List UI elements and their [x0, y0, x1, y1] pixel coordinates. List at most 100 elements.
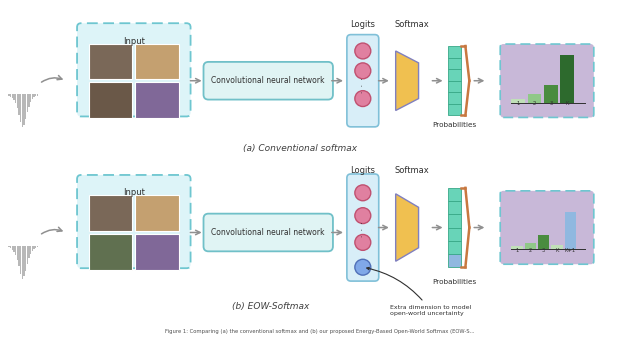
Circle shape — [355, 208, 371, 224]
Text: 1: 1 — [515, 248, 518, 253]
Bar — [135, 195, 179, 231]
Bar — [33, 246, 35, 249]
Text: (b) EOW-Softmax: (b) EOW-Softmax — [232, 302, 309, 311]
Text: K: K — [556, 248, 559, 253]
FancyBboxPatch shape — [77, 23, 191, 116]
Bar — [36, 246, 38, 247]
FancyBboxPatch shape — [500, 191, 594, 264]
Bar — [13, 246, 15, 252]
Bar — [27, 94, 28, 112]
Bar — [448, 241, 461, 254]
FancyBboxPatch shape — [347, 174, 379, 281]
FancyBboxPatch shape — [77, 175, 191, 268]
Bar — [36, 94, 38, 95]
Bar — [35, 246, 36, 248]
Circle shape — [355, 43, 371, 59]
FancyBboxPatch shape — [204, 62, 333, 100]
Bar — [448, 188, 461, 201]
Bar — [33, 94, 35, 97]
Text: Input: Input — [123, 188, 145, 197]
Bar — [25, 246, 26, 271]
Bar — [12, 246, 13, 250]
Circle shape — [355, 235, 371, 250]
Bar — [22, 94, 23, 127]
Bar — [23, 246, 25, 277]
Bar — [448, 214, 461, 227]
Text: ·  ·  ·: · · · — [360, 221, 366, 237]
Text: Probabilities: Probabilities — [432, 279, 477, 285]
Bar — [23, 94, 25, 125]
Bar — [27, 246, 28, 264]
Bar — [448, 227, 461, 241]
Bar — [448, 254, 461, 267]
FancyBboxPatch shape — [204, 214, 333, 251]
Text: K: K — [566, 101, 569, 106]
Bar — [17, 246, 18, 260]
Text: Input: Input — [123, 36, 145, 46]
Bar — [511, 247, 522, 249]
Bar — [8, 94, 10, 95]
Text: K+1: K+1 — [565, 248, 576, 253]
Bar — [17, 94, 18, 108]
Bar — [28, 246, 29, 258]
Bar — [30, 94, 31, 102]
Text: Convolutional neural network: Convolutional neural network — [211, 228, 325, 237]
Bar — [20, 94, 21, 122]
Bar — [564, 212, 576, 249]
Bar — [88, 195, 132, 231]
Bar — [551, 246, 563, 249]
Bar — [88, 82, 132, 118]
Text: Probabilities: Probabilities — [432, 122, 477, 129]
Bar — [135, 234, 179, 270]
Bar — [448, 201, 461, 214]
Text: Softmax: Softmax — [394, 166, 429, 176]
Bar — [448, 104, 461, 116]
Bar — [511, 99, 525, 103]
Bar — [448, 46, 461, 58]
Circle shape — [355, 259, 371, 275]
Bar — [28, 94, 29, 107]
Bar — [35, 94, 36, 96]
Bar — [448, 58, 461, 69]
Bar — [88, 234, 132, 270]
Bar — [525, 243, 536, 249]
Polygon shape — [396, 194, 419, 261]
Bar — [15, 94, 17, 103]
Text: (a) Conventional softmax: (a) Conventional softmax — [243, 144, 357, 153]
Bar — [448, 81, 461, 92]
Bar — [560, 56, 574, 103]
Bar — [31, 246, 33, 251]
Text: 3: 3 — [542, 248, 545, 253]
Text: 2: 2 — [529, 248, 532, 253]
Bar — [31, 94, 33, 99]
Bar — [10, 94, 12, 97]
Bar — [448, 69, 461, 81]
Bar — [8, 246, 10, 247]
Text: Softmax: Softmax — [394, 20, 429, 29]
Text: 2: 2 — [533, 101, 536, 106]
Text: Logits: Logits — [350, 20, 375, 29]
Bar — [10, 246, 12, 248]
Circle shape — [355, 63, 371, 79]
Text: 1: 1 — [516, 101, 520, 106]
Bar — [19, 94, 20, 115]
Circle shape — [355, 185, 371, 201]
Bar — [25, 94, 26, 119]
Polygon shape — [396, 51, 419, 110]
Bar — [13, 94, 15, 100]
Text: Figure 1: Comparing (a) the conventional softmax and (b) our proposed Energy-Bas: Figure 1: Comparing (a) the conventional… — [165, 329, 475, 334]
Text: Logits: Logits — [350, 166, 375, 176]
Bar — [30, 246, 31, 254]
Bar — [135, 44, 179, 79]
Text: 3: 3 — [549, 101, 552, 106]
Bar — [135, 82, 179, 118]
Bar — [12, 94, 13, 98]
Circle shape — [355, 91, 371, 106]
Bar — [88, 44, 132, 79]
Bar — [19, 246, 20, 266]
FancyBboxPatch shape — [500, 44, 594, 117]
Bar — [448, 92, 461, 104]
Text: Convolutional neural network: Convolutional neural network — [211, 76, 325, 85]
Bar — [527, 94, 541, 103]
Bar — [20, 246, 21, 274]
